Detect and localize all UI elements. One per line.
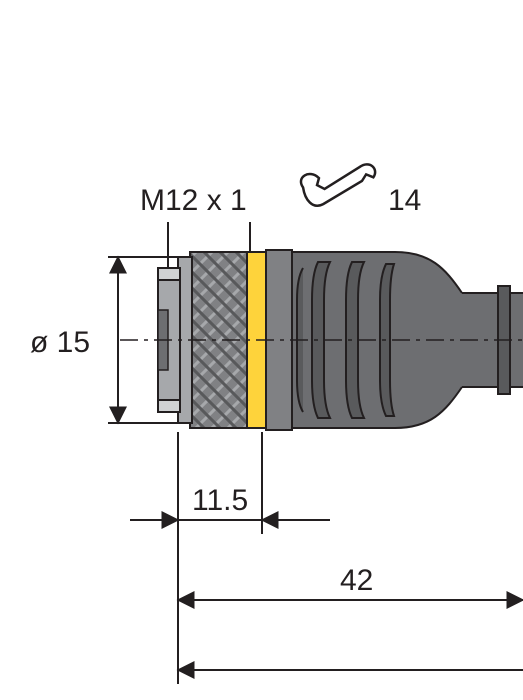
svg-text:42: 42 — [340, 564, 373, 597]
wrench-icon — [299, 154, 380, 209]
dim-42: 42 — [178, 534, 523, 614]
dim-bottom-open — [178, 614, 523, 684]
svg-text:11.5: 11.5 — [192, 484, 248, 517]
wrench-label: 14 — [388, 184, 421, 217]
dim-11-5: 11.5 — [130, 432, 330, 534]
thread-label: M12 x 1 — [140, 184, 247, 217]
svg-text:ø 15: ø 15 — [30, 326, 90, 359]
